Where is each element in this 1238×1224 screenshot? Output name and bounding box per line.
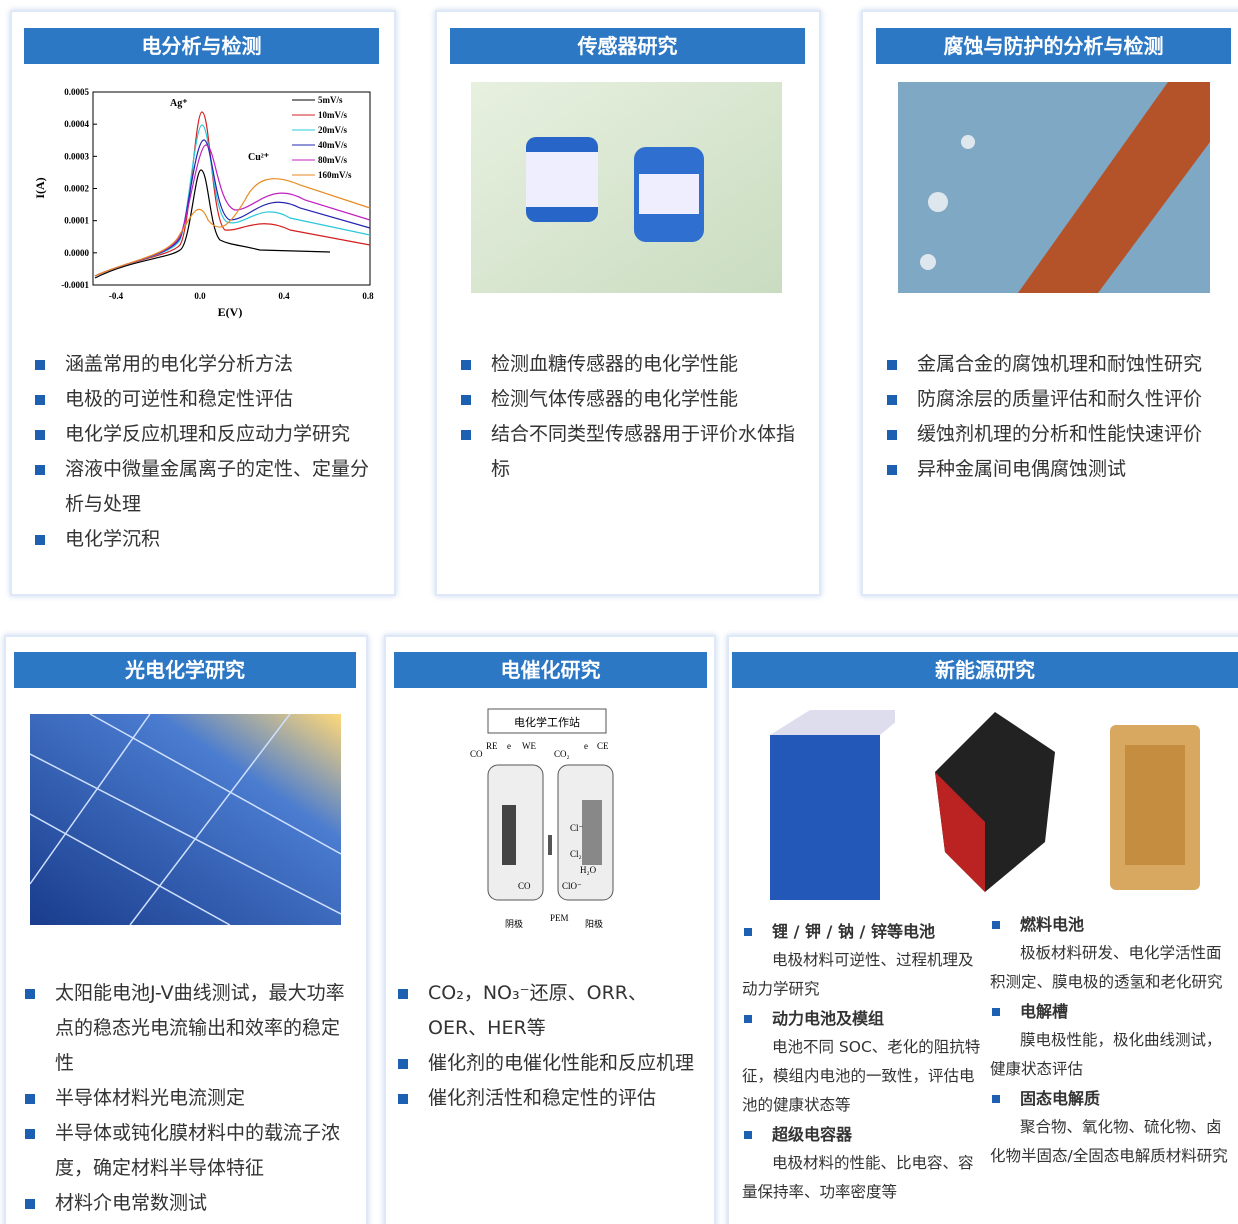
item-heading: 电解槽 xyxy=(990,997,1230,1026)
y-tick-label: 0.0000 xyxy=(64,248,89,258)
annotation: Cu²⁺ xyxy=(248,152,269,163)
bullet-item: 半导体材料光电流测定 xyxy=(25,1081,345,1116)
y-tick-label: 0.0002 xyxy=(64,184,89,194)
card-title: 光电化学研究 xyxy=(14,652,356,688)
bullet-item: 半导体或钝化膜材料中的载流子浓度，确定材料半导体特征 xyxy=(25,1116,345,1186)
item-heading: 固态电解质 xyxy=(990,1084,1230,1113)
item-text: 聚合物、氧化物、硫化物、卤化物半固态/全固态电解质材料研究 xyxy=(990,1118,1228,1165)
item-text: 电极材料可逆性、过程机理及动力学研究 xyxy=(742,951,974,998)
item-text: 电池不同 SOC、老化的阻抗特征，模组内电池的一致性，评估电池的健康状态等 xyxy=(742,1038,981,1114)
bullet-list: 涵盖常用的电化学分析方法 电极的可逆性和稳定性评估 电化学反应机理和反应动力学研究溶… xyxy=(35,347,380,557)
sensor-photo xyxy=(471,82,782,293)
item-text: 膜电极性能，极化曲线测试，健康状态评估 xyxy=(990,1031,1222,1078)
bullet-item: 检测血糖传感器的电化学性能 xyxy=(461,347,806,382)
bullet-item: 金属合金的腐蚀机理和耐蚀性研究 xyxy=(887,347,1232,382)
item-heading: 超级电容器 xyxy=(742,1120,982,1149)
bullet-item: 电化学沉积 xyxy=(35,522,380,557)
bullet-item: 涵盖常用的电化学分析方法 xyxy=(35,347,380,382)
bullet-item: 太阳能电池J-V曲线测试，最大功率点的稳态光电流输出和效率的稳定性 xyxy=(25,976,345,1081)
item-text: 极板材料研发、电化学活性面积测定、膜电极的透氢和老化研究 xyxy=(990,944,1223,991)
bullet-item: 检测气体传感器的电化学性能 xyxy=(461,382,806,417)
bullet-item: 缓蚀剂机理的分析和性能快速评价 xyxy=(887,417,1232,452)
legend-label: 80mV/s xyxy=(318,155,347,165)
x-tick-label: -0.4 xyxy=(109,291,124,301)
corrosion-photo xyxy=(898,82,1210,293)
fuelcell-photo xyxy=(1110,725,1200,890)
diagram-label: 阴极 xyxy=(505,918,523,929)
item-text: 电极材料的性能、比电容、容量保持率、功率密度等 xyxy=(742,1154,974,1201)
diagram-label: e xyxy=(584,741,588,751)
y-tick-label: 0.0005 xyxy=(64,87,89,97)
legend-label: 10mV/s xyxy=(318,110,347,120)
diagram-label: H₂O xyxy=(580,865,597,875)
diagram-label: 阳极 xyxy=(585,918,603,929)
diagram-label: ClO⁻ xyxy=(562,881,582,891)
bullet-item: 异种金属间电偶腐蚀测试 xyxy=(887,452,1232,487)
bullet-item: 结合不同类型传感器用于评价水体指标 xyxy=(461,417,806,487)
bullet-item: CO₂，NO₃⁻还原、ORR、OER、HER等 xyxy=(398,976,703,1046)
bullet-item: 防腐涂层的质量评估和耐久性评价 xyxy=(887,382,1232,417)
y-tick-label: 0.0004 xyxy=(64,119,89,129)
y-tick-label: 0.0001 xyxy=(64,216,89,226)
legend-label: 20mV/s xyxy=(318,125,347,135)
x-tick-label: 0.0 xyxy=(194,291,206,301)
bullet-item: 电极的可逆性和稳定性评估 xyxy=(35,382,380,417)
bullet-item: 溶液中微量金属离子的定性、定量分析与处理 xyxy=(35,452,380,522)
column: 燃料电池极板材料研发、电化学活性面积测定、膜电极的透氢和老化研究电解槽膜电极性能… xyxy=(990,910,1230,1171)
diagram-label: CO xyxy=(470,749,483,759)
card-title: 传感器研究 xyxy=(450,28,805,64)
diagram-label: CO₂ xyxy=(554,749,570,759)
bullet-item: 催化剂的电催化性能和反应机理 xyxy=(398,1046,703,1081)
card-title: 电分析与检测 xyxy=(24,28,379,64)
item-heading: 动力电池及模组 xyxy=(742,1004,982,1033)
diagram-label: CE xyxy=(597,741,609,751)
column: 锂 / 钾 / 钠 / 锌等电池电极材料可逆性、过程机理及动力学研究动力电池及模… xyxy=(742,917,982,1207)
y-tick-label: -0.0001 xyxy=(61,280,89,290)
diagram-label: e xyxy=(507,741,511,751)
diagram-label: Cl⁻ xyxy=(570,823,584,833)
bullet-list: 太阳能电池J-V曲线测试，最大功率点的稳态光电流输出和效率的稳定性 半导体材料光电… xyxy=(25,976,345,1221)
x-tick-label: 0.8 xyxy=(362,291,374,301)
cv-chart: 0.0005 0.0004 0.0003 0.0002 0.0001 0.0000 -0.0… xyxy=(33,87,374,319)
item-heading: 锂 / 钾 / 钠 / 锌等电池 xyxy=(742,917,982,946)
diagram-label: RE xyxy=(486,741,498,751)
bullet-item: 材料介电常数测试 xyxy=(25,1186,345,1221)
item-heading: 燃料电池 xyxy=(990,910,1230,939)
diagram-label: Cl₂ xyxy=(570,849,582,859)
legend-label: 160mV/s xyxy=(318,170,352,180)
plot-frame xyxy=(92,91,371,286)
card xyxy=(10,10,396,596)
battery-photo xyxy=(770,710,895,900)
x-tick-label: 0.4 xyxy=(278,291,290,301)
diagram-label: PEM xyxy=(550,913,569,923)
annotation: Ag⁺ xyxy=(170,98,188,109)
diagram-label: WE xyxy=(522,741,536,751)
y-tick-label: 0.0003 xyxy=(64,151,89,161)
solar-photo xyxy=(30,714,341,925)
bullet-item: 电化学反应机理和反应动力学研究 xyxy=(35,417,380,452)
cv-curves xyxy=(94,111,371,279)
bullet-item: 催化剂活性和稳定性的评估 xyxy=(398,1081,703,1116)
card-title: 腐蚀与防护的分析与检测 xyxy=(876,28,1231,64)
diagram-label: CO xyxy=(518,881,531,891)
legend-label: 5mV/s xyxy=(318,95,343,105)
diagram-label: 电化学工作站 xyxy=(514,715,580,729)
x-axis-label: E(V) xyxy=(218,305,243,319)
card-title: 新能源研究 xyxy=(732,652,1238,688)
bullet-list: 检测血糖传感器的电化学性能 检测气体传感器的电化学性能 结合不同类型传感器用于评价水… xyxy=(461,347,806,487)
module-photo xyxy=(935,712,1055,892)
legend-label: 40mV/s xyxy=(318,140,347,150)
y-axis-label: I(A) xyxy=(33,177,47,198)
bullet-list: CO₂，NO₃⁻还原、ORR、OER、HER等 催化剂的电催化性能和反应机理 催化剂… xyxy=(398,976,703,1116)
bullet-list: 金属合金的腐蚀机理和耐蚀性研究 防腐涂层的质量评估和耐久性评价 缓蚀剂机理的分析和性… xyxy=(887,347,1232,487)
card-title: 电催化研究 xyxy=(394,652,707,688)
